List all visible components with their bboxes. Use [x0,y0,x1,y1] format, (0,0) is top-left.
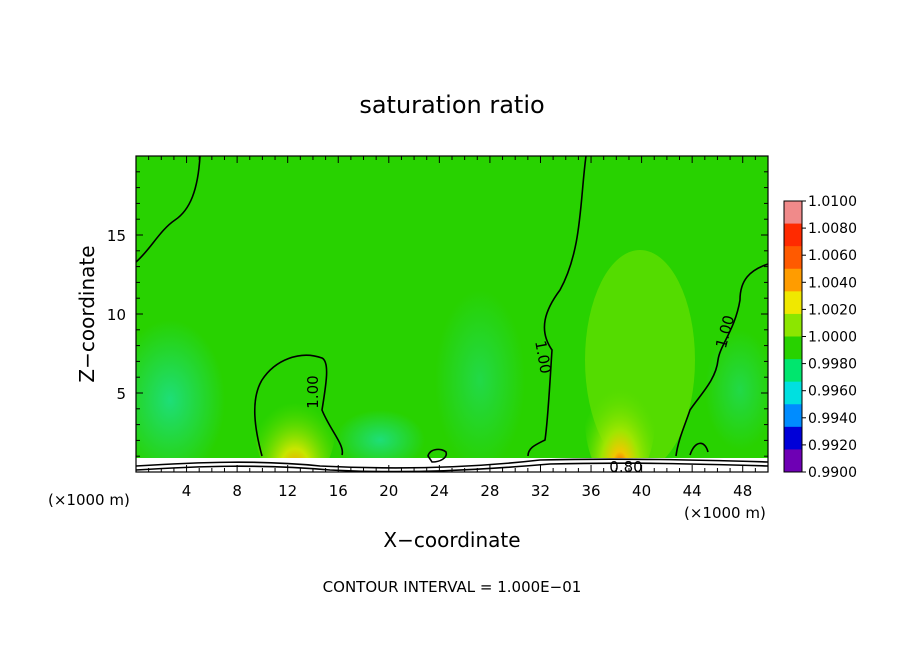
contour-label-4: 0.80 [609,458,642,476]
x-tick-label: 12 [278,482,297,500]
colorbar-swatch [784,336,802,360]
colorbar-label: 1.0000 [808,330,857,346]
colorbar-swatch [784,246,802,270]
colorbar-label: 0.9980 [808,357,857,373]
colorbar-swatch [784,359,802,383]
heatmap-field [136,156,768,472]
x-tick-label: 4 [182,482,192,500]
contour-lines [136,156,768,472]
x-unit-left: (×1000 m) [48,491,130,509]
colorbar-swatch [784,223,802,247]
x-tick-label: 40 [632,482,651,500]
x-tick-label: 36 [581,482,600,500]
x-tick-label: 32 [531,482,550,500]
x-tick-label: 16 [329,482,348,500]
x-tick-label: 24 [430,482,449,500]
colorbar-label: 0.9940 [808,411,857,427]
colorbar-swatch [784,201,802,225]
colorbar-label: 1.0100 [808,194,857,210]
colorbar-swatch [784,291,802,315]
x-tick-label: 20 [379,482,398,500]
chart-title: saturation ratio [359,91,544,119]
y-tick-label: 15 [107,227,126,245]
y-axis-label: Z−coordinate [75,245,99,382]
contour-label-1: 1.00 [304,375,322,408]
y-tick-label: 5 [116,385,126,403]
y-tick-label: 10 [107,306,126,324]
colorbar-label: 0.9900 [808,465,857,481]
x-unit-right: (×1000 m) [684,504,766,522]
colorbar-swatch [784,449,802,473]
colorbar-label: 1.0040 [808,275,857,291]
contour-interval-note: CONTOUR INTERVAL = 1.000E−01 [323,578,582,596]
colorbar-swatch [784,268,802,292]
x-tick-label: 44 [683,482,702,500]
colorbar: 1.0100 1.0080 1.0060 1.0040 1.0020 1.0000 0.99… [783,194,857,481]
x-axis: 4 8 12 16 20 24 28 32 36 40 44 48 [148,156,756,500]
colorbar-label: 1.0060 [808,248,857,264]
colorbar-swatch [784,313,802,337]
x-tick-label: 48 [733,482,752,500]
x-axis-label: X−coordinate [383,528,520,552]
colorbar-label: 0.9960 [808,384,857,400]
colorbar-label: 1.0020 [808,302,857,318]
colorbar-label: 0.9920 [808,438,857,454]
colorbar-swatch [784,381,802,405]
y-axis: 5 10 15 [107,171,768,457]
colorbar-label: 1.0080 [808,221,857,237]
colorbar-swatch [784,404,802,428]
contour-label-2: 1.00 [531,339,555,375]
x-tick-label: 28 [480,482,499,500]
x-tick-label: 8 [232,482,242,500]
colorbar-swatch [784,426,802,450]
